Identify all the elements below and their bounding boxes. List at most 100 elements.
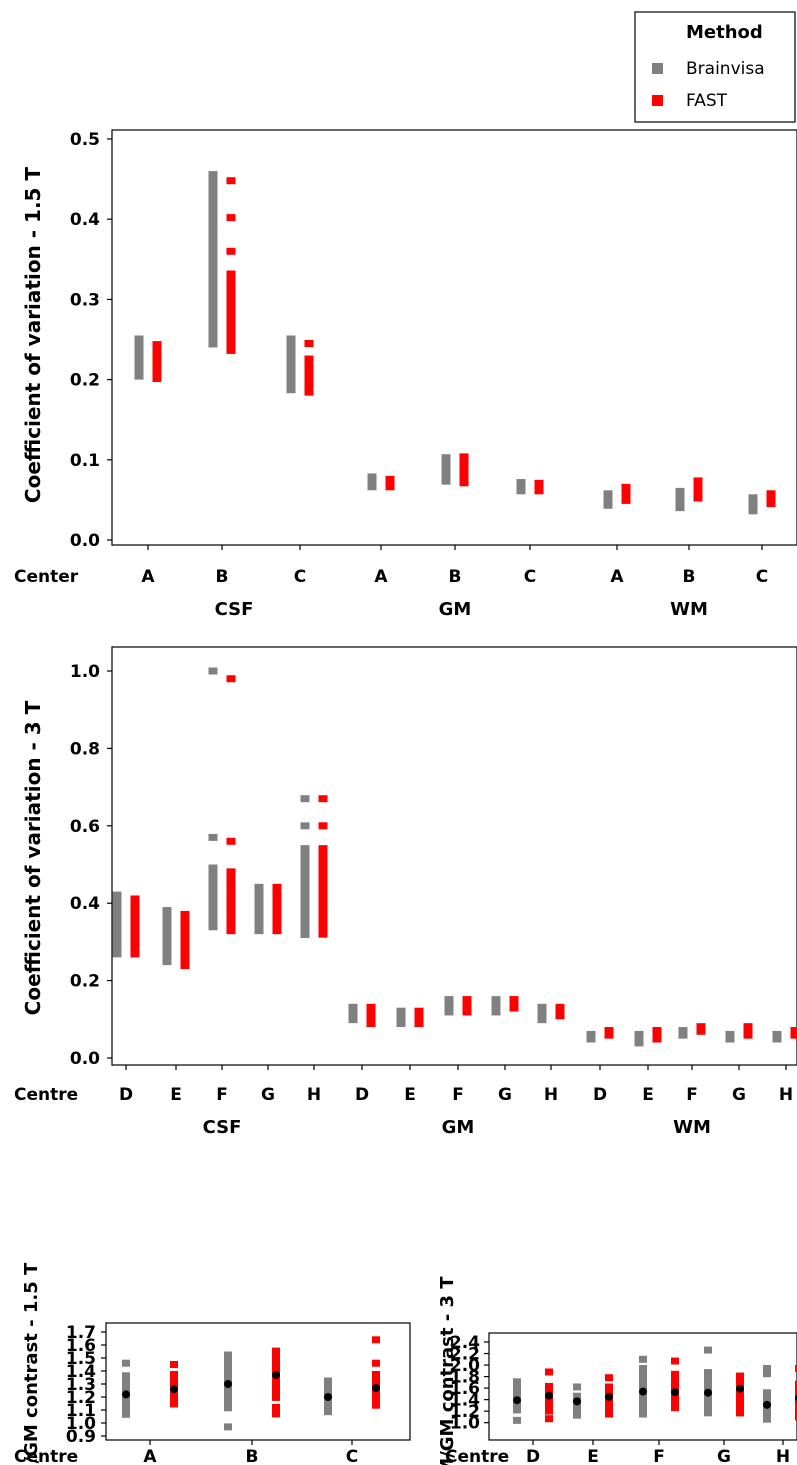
fast-range-bar (130, 895, 140, 958)
brainvisa-mean-point (763, 1400, 771, 1409)
x-group-label: GM (442, 1117, 475, 1138)
fast-range-bar (555, 1003, 565, 1020)
y-tick-label: 1.1 (66, 1401, 96, 1421)
x-category-label: F (686, 1085, 698, 1105)
brainvisa-range-bar (286, 335, 296, 394)
y-tick-label: 1.6 (450, 1379, 480, 1399)
brainvisa-outlier-point (513, 1378, 521, 1386)
x-category-label: D (526, 1447, 540, 1465)
brainvisa-outlier-point (704, 1346, 712, 1354)
fast-mean-point (605, 1392, 613, 1401)
fast-mean-point (372, 1383, 380, 1392)
fast-range-bar (385, 475, 395, 491)
fast-range-bar (272, 883, 282, 935)
fast-range-bar (621, 483, 631, 504)
brainvisa-mean-point (513, 1396, 521, 1405)
legend: Method Brainvisa FAST (634, 11, 796, 123)
fast-mean-point (545, 1391, 553, 1400)
fast-range-bar (509, 996, 519, 1012)
fast-outlier-point (318, 795, 328, 803)
brainvisa-range-bar (254, 883, 264, 935)
y-tick-label: 0.1 (70, 451, 100, 471)
fast-range-bar (693, 477, 703, 502)
brainvisa-range-bar (573, 1392, 581, 1419)
x-category-label: C (294, 567, 306, 587)
fast-range-bar (152, 341, 162, 383)
brainvisa-range-bar (634, 1030, 644, 1047)
x-category-label: H (544, 1085, 558, 1105)
brainvisa-outlier-point (763, 1365, 771, 1373)
fast-range-bar (604, 1027, 614, 1039)
fast-outlier-point (372, 1359, 380, 1367)
x-group-label: GM (439, 599, 472, 620)
fast-range-bar (534, 479, 544, 495)
x-category-label: A (610, 567, 624, 587)
brainvisa-outlier-point (208, 244, 218, 252)
fast-range-bar (366, 1003, 376, 1028)
brainvisa-range-bar (348, 1003, 358, 1024)
fast-outlier-point (272, 1410, 280, 1418)
y-tick-label: 1.5 (66, 1349, 96, 1369)
x-category-label: D (119, 1085, 133, 1105)
x-group-label: WM (673, 1117, 711, 1138)
y-tick-label: 0.3 (70, 290, 100, 310)
y-tick-label: 0.2 (70, 371, 100, 391)
x-category-label: F (653, 1447, 665, 1465)
x-category-label: A (141, 567, 155, 587)
fast-range-bar (790, 1027, 797, 1039)
y-tick-label: 1.0 (66, 1414, 96, 1434)
fast-outlier-point (545, 1368, 553, 1376)
y-tick-label: 1.2 (66, 1388, 96, 1408)
fast-mean-point (272, 1370, 280, 1379)
fast-range-bar (652, 1027, 662, 1043)
fast-range-bar (459, 453, 469, 487)
fast-outlier-point (226, 177, 236, 185)
brainvisa-range-bar (208, 171, 218, 348)
x-category-label: A (374, 567, 388, 587)
fast-outlier-point (170, 1361, 178, 1368)
x-category-label: B (449, 567, 462, 587)
brainvisa-range-bar (537, 1003, 547, 1024)
x-axis-key-label: Centre (14, 1085, 78, 1105)
brainvisa-mean-point (324, 1393, 332, 1401)
panel-cv-3t: 0.0 0.2 0.4 0.6 0.8 1.0 Coefficient of variati… (14, 646, 797, 1138)
x-category-label: D (355, 1085, 369, 1105)
brainvisa-range-bar (516, 479, 526, 495)
plot-frame (105, 1322, 411, 1441)
x-category-label: C (756, 567, 768, 587)
brainvisa-range-bar (725, 1030, 735, 1043)
x-group-label: CSF (203, 1117, 242, 1138)
fast-range-bar (414, 1007, 424, 1028)
fast-outlier-point (605, 1374, 613, 1382)
legend-swatch-brainvisa (652, 63, 663, 74)
y-axis-label: WM/GM contrast - 1.5 T (21, 1262, 42, 1465)
x-group-label: CSF (215, 599, 254, 620)
brainvisa-mean-point (639, 1387, 647, 1396)
brainvisa-range-bar (134, 335, 144, 380)
x-group-label: WM (670, 599, 708, 620)
y-tick-label: 1.6 (66, 1336, 96, 1356)
legend-label-brainvisa: Brainvisa (686, 59, 765, 79)
fast-range-bar (462, 996, 472, 1016)
fast-outlier-point (372, 1336, 380, 1344)
y-axis-label: WM/GM contrast - 3 T (437, 1276, 458, 1465)
legend-title: Method (686, 22, 763, 43)
brainvisa-range-bar (678, 1027, 688, 1039)
x-category-label: F (216, 1085, 228, 1105)
fast-outlier-point (736, 1409, 744, 1417)
x-category-label: G (261, 1085, 275, 1105)
brainvisa-range-bar (444, 996, 454, 1016)
brainvisa-outlier-point (122, 1359, 130, 1367)
fast-mean-point (671, 1388, 679, 1397)
y-tick-label: 1.8 (450, 1368, 480, 1388)
brainvisa-range-bar (112, 891, 122, 958)
fast-range-bar (766, 490, 776, 508)
fast-range-bar (304, 355, 314, 396)
brainvisa-outlier-point (300, 822, 310, 830)
x-category-label: G (717, 1447, 731, 1465)
y-tick-label: 0.2 (70, 972, 100, 992)
y-tick-label: 0.8 (70, 739, 100, 759)
fast-outlier-point (605, 1410, 613, 1418)
x-category-label: E (587, 1447, 599, 1465)
